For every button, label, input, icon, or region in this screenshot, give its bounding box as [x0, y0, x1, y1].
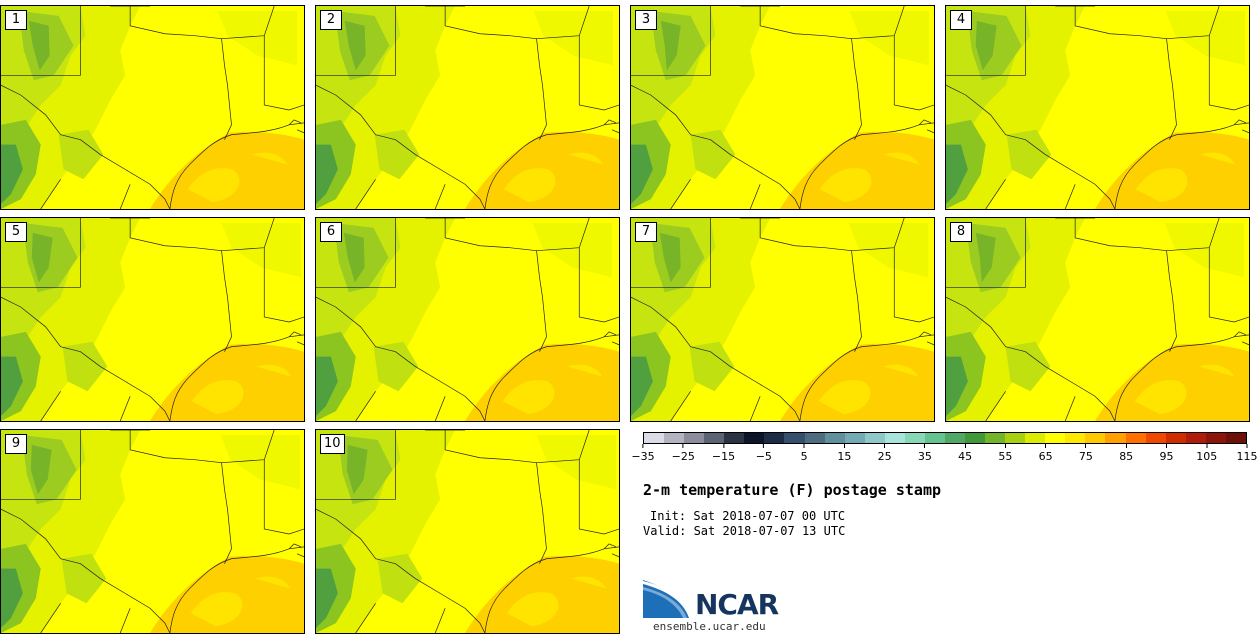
temperature-colorbar	[643, 432, 1247, 444]
colorbar-tick: 5	[801, 444, 808, 463]
panel-member-label: 2	[320, 10, 342, 30]
panel-member-label: 10	[320, 434, 345, 454]
colorbar-tick: 55	[998, 444, 1012, 463]
map-panel: 1	[0, 5, 305, 210]
colorbar-swatch	[744, 433, 765, 443]
ncar-logo-icon	[643, 580, 692, 618]
colorbar-tick: 15	[837, 444, 851, 463]
colorbar-tick: −35	[631, 444, 654, 463]
colorbar-tick: −15	[712, 444, 735, 463]
colorbar-swatch	[1085, 433, 1106, 443]
colorbar-tick: 75	[1079, 444, 1093, 463]
colorbar-swatch	[944, 433, 965, 443]
colorbar-tick: 45	[958, 444, 972, 463]
ncar-logo-text: NCAR	[695, 588, 779, 621]
colorbar-tick: 65	[1039, 444, 1053, 463]
colorbar-swatch	[1185, 433, 1206, 443]
init-time: Init: Sat 2018-07-07 00 UTC	[650, 509, 846, 523]
colorbar-swatch	[1225, 433, 1246, 443]
colorbar-swatch	[784, 433, 805, 443]
colorbar-swatch	[864, 433, 885, 443]
panel-member-label: 8	[950, 222, 972, 242]
colorbar-swatch	[965, 433, 986, 443]
panel-member-label: 7	[635, 222, 657, 242]
map-panel: 9	[0, 429, 305, 634]
colorbar-swatch	[1005, 433, 1026, 443]
colorbar-tick-labels: −35 −25 −15 −5 5 15 25 35 45 55 65 75 85 95 105 115	[631, 444, 1257, 468]
colorbar-tick: 35	[918, 444, 932, 463]
valid-time: Valid: Sat 2018-07-07 13 UTC	[643, 524, 846, 538]
colorbar-tick: −25	[672, 444, 695, 463]
colorbar-tick: 105	[1196, 444, 1217, 463]
colorbar-swatch	[644, 433, 665, 443]
panel-member-label: 6	[320, 222, 342, 242]
colorbar-swatch	[1025, 433, 1046, 443]
plot-title: 2-m temperature (F) postage stamp	[643, 481, 942, 499]
map-panel: 2	[315, 5, 620, 210]
colorbar-swatch	[884, 433, 905, 443]
colorbar-swatch	[684, 433, 705, 443]
colorbar-swatch	[764, 433, 785, 443]
map-panel: 5	[0, 217, 305, 422]
colorbar-swatch	[844, 433, 865, 443]
colorbar-tick: 95	[1159, 444, 1173, 463]
colorbar-swatch	[704, 433, 725, 443]
colorbar-swatch	[1105, 433, 1126, 443]
panel-member-label: 5	[5, 222, 27, 242]
map-panel: 8	[945, 217, 1250, 422]
colorbar-swatch	[1045, 433, 1066, 443]
colorbar-swatch	[1065, 433, 1086, 443]
site-url: ensemble.ucar.edu	[653, 620, 766, 633]
colorbar-swatch	[724, 433, 745, 443]
panel-member-label: 9	[5, 434, 27, 454]
colorbar-tick: −5	[756, 444, 772, 463]
colorbar-swatch	[1205, 433, 1226, 443]
map-panel: 10	[315, 429, 620, 634]
colorbar-tick: 115	[1237, 444, 1258, 463]
panel-member-label: 1	[5, 10, 27, 30]
colorbar-swatch	[985, 433, 1006, 443]
panel-member-label: 3	[635, 10, 657, 30]
map-panel: 4	[945, 5, 1250, 210]
map-panel: 6	[315, 217, 620, 422]
colorbar-swatch	[1125, 433, 1146, 443]
colorbar-swatch	[924, 433, 945, 443]
map-panel: 7	[630, 217, 935, 422]
colorbar-tick: 85	[1119, 444, 1133, 463]
colorbar-swatch	[904, 433, 925, 443]
colorbar-swatch	[1145, 433, 1166, 443]
colorbar-swatch	[804, 433, 825, 443]
panel-member-label: 4	[950, 10, 972, 30]
colorbar-swatch	[1165, 433, 1186, 443]
colorbar-tick: 25	[878, 444, 892, 463]
colorbar-swatch	[824, 433, 845, 443]
map-panel: 3	[630, 5, 935, 210]
colorbar-swatch	[664, 433, 685, 443]
